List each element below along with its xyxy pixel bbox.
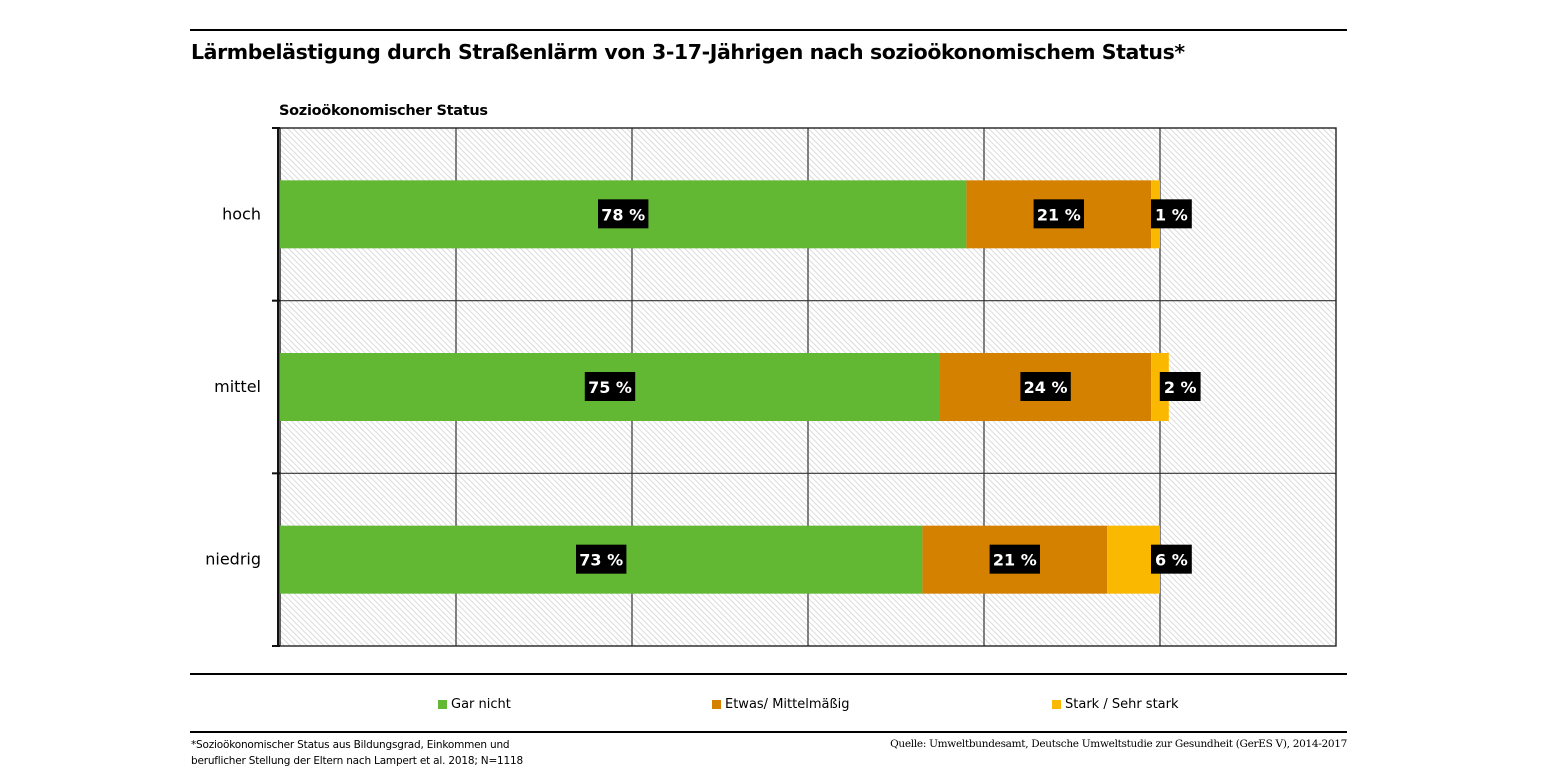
data-labels: 78 % 21 % 1 % 75 % 24 % 2 % 73 % 21 % 6 % — [576, 199, 1201, 574]
chart-title: Lärmbelästigung durch Straßenlärm von 3-… — [191, 40, 1185, 64]
data-label-box — [1151, 544, 1192, 574]
data-label-box — [989, 544, 1040, 574]
data-label: 21 % — [989, 544, 1040, 574]
data-label: 78 % — [598, 199, 649, 229]
category-label: niedrig — [205, 550, 261, 569]
data-label-box — [1020, 372, 1071, 401]
data-label-box — [576, 544, 627, 574]
legend-label: Etwas/ Mittelmäßig — [725, 697, 850, 712]
data-label-text: 78 % — [601, 205, 645, 224]
data-label: 1 % — [1151, 199, 1192, 229]
footnote-line-2: beruflicher Stellung der Eltern nach Lam… — [191, 754, 523, 767]
data-label-box — [584, 372, 636, 401]
data-label-box — [598, 199, 649, 229]
legend-swatch — [712, 700, 721, 709]
legend-swatch — [1052, 700, 1061, 709]
data-label-box — [1033, 199, 1084, 229]
category-label: mittel — [214, 377, 261, 396]
data-label-text: 2 % — [1164, 378, 1197, 397]
data-label-text: 75 % — [588, 378, 632, 397]
legend-item-gar-nicht: Gar nicht — [438, 697, 511, 712]
data-label-text: 24 % — [1024, 378, 1068, 397]
data-label: 21 % — [1033, 199, 1084, 229]
data-label: 73 % — [576, 544, 627, 574]
footer-rule — [190, 731, 1347, 733]
data-label-text: 73 % — [579, 551, 623, 570]
category-label: hoch — [222, 204, 261, 223]
data-label: 2 % — [1159, 372, 1201, 401]
legend-swatch — [438, 700, 447, 709]
legend-top-rule — [190, 673, 1347, 675]
footnote: *Sozioökonomischer Status aus Bildungsgr… — [191, 738, 523, 769]
data-label: 75 % — [584, 372, 636, 401]
y-axis-title: Sozioökonomischer Status — [279, 103, 488, 119]
category-labels: hoch mittel niedrig — [205, 204, 261, 568]
y-axis — [272, 127, 280, 647]
data-label-text: 21 % — [1037, 205, 1081, 224]
data-label-text: 1 % — [1155, 205, 1188, 224]
legend-item-etwas-mittelmaessig: Etwas/ Mittelmäßig — [712, 697, 850, 712]
chart-area: hoch mittel niedrig 78 % 21 % 1 % 75 % 24 % 2 %… — [205, 127, 1337, 647]
legend-label: Stark / Sehr stark — [1065, 697, 1179, 712]
data-label: 6 % — [1151, 544, 1192, 574]
data-label-text: 6 % — [1155, 551, 1188, 570]
legend-item-stark-sehr-stark: Stark / Sehr stark — [1052, 697, 1179, 712]
legend-label: Gar nicht — [451, 697, 511, 712]
footnote-line-1: *Sozioökonomischer Status aus Bildungsgr… — [191, 739, 510, 751]
data-label-text: 21 % — [993, 551, 1037, 570]
data-label-box — [1151, 199, 1192, 229]
data-label: 24 % — [1020, 372, 1071, 401]
data-label-box — [1159, 372, 1201, 401]
top-rule — [190, 29, 1347, 31]
source-note: Quelle: Umweltbundesamt, Deutsche Umwelt… — [890, 738, 1347, 750]
